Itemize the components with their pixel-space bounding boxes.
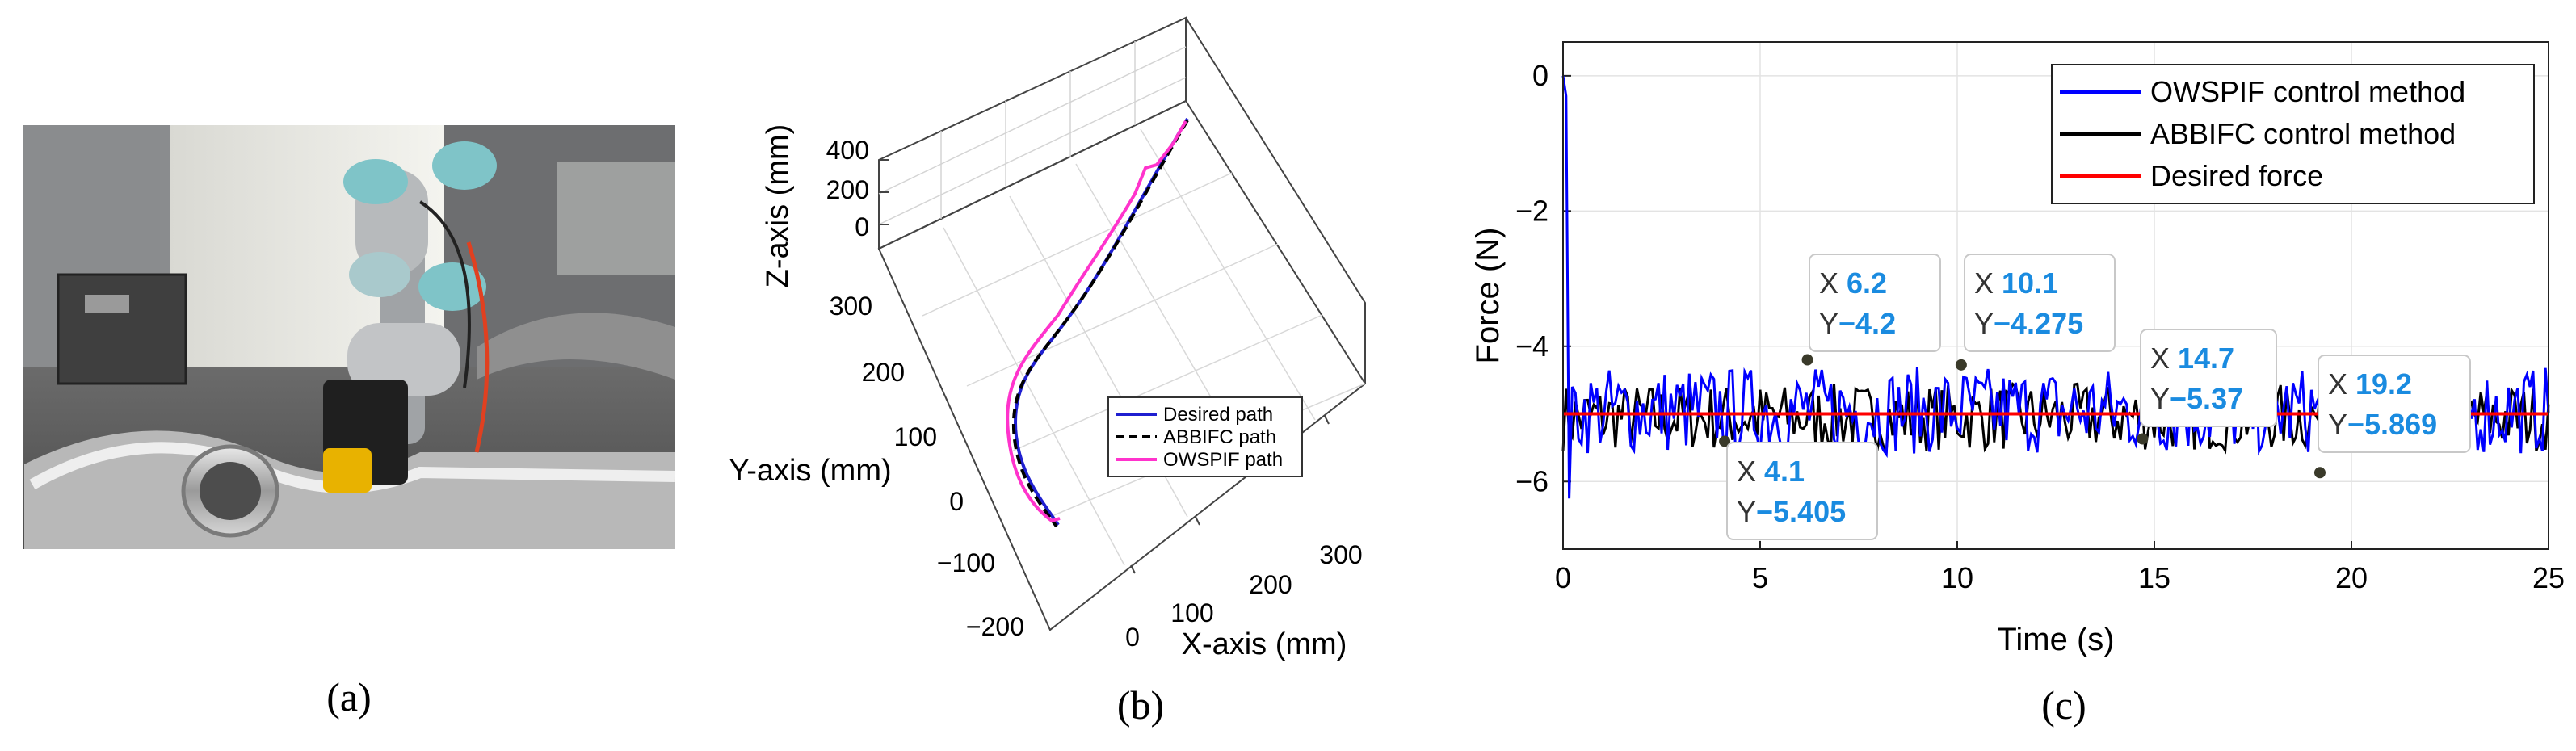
- legend-label: Desired force: [2150, 159, 2323, 192]
- x-tick-200: 200: [1249, 570, 1292, 599]
- caption-c: (c): [2041, 682, 2086, 728]
- datatip: X 10.1 Y−4.275: [1955, 254, 2116, 371]
- x-tick-label: 20: [2335, 561, 2368, 594]
- tick-labels: 0 5 10 15 20 25 0 −2 −4 −6: [1515, 59, 2565, 594]
- datatip-y: Y−5.869: [2328, 408, 2437, 441]
- box-side-wall: [1185, 17, 1366, 384]
- y-tick-200: 200: [862, 358, 905, 387]
- y-tick-neg100: −100: [937, 548, 995, 577]
- z-tick-400: 400: [826, 136, 869, 165]
- datatip-box: [1809, 254, 1941, 352]
- datatip-x: X 4.1: [1737, 455, 1805, 488]
- y-axis-label: Y-axis (mm): [729, 454, 891, 488]
- datatip-y: Y−5.405: [1737, 495, 1846, 528]
- z-tick-200: 200: [826, 175, 869, 204]
- datatip-marker: [1955, 359, 1967, 371]
- legend-b: Desired path ABBIFC path OWSPIF path: [1107, 396, 1303, 477]
- x-tick-label: 15: [2138, 561, 2170, 594]
- datatips: X 6.2 Y−4.2 X 10.1 Y−4.275 X 4.1 Y−5.405 X 14.…: [1719, 254, 2471, 540]
- x-tick-100: 100: [1170, 598, 1213, 627]
- datatip-x: X 19.2: [2328, 367, 2412, 401]
- y-tick-100: 100: [894, 422, 937, 451]
- y-tick-label: −4: [1515, 329, 1549, 363]
- x-tick-label: 5: [1752, 561, 1768, 594]
- x-tick-300: 300: [1319, 540, 1362, 569]
- y-tick-0: 0: [949, 487, 964, 516]
- z-axis-label: Z-axis (mm): [761, 124, 795, 288]
- robot-photo: [23, 125, 676, 549]
- legend-desired: Desired path: [1163, 404, 1273, 426]
- x-axis-title: Time (s): [1997, 622, 2114, 657]
- datatip-box: [2140, 329, 2277, 427]
- panel-b: Desired path ABBIFC path OWSPIF path 400…: [729, 16, 1367, 728]
- y-tick-label: 0: [1532, 59, 1549, 92]
- x-tick-0: 0: [1125, 623, 1140, 652]
- y-axis-title: Force (N): [1470, 228, 1506, 364]
- y-tick-label: −6: [1515, 464, 1549, 497]
- datatip-marker: [1719, 435, 1731, 447]
- datatip-box: [1726, 442, 1878, 540]
- datatip-y: Y−4.275: [1974, 307, 2083, 340]
- back-wall-grid: [878, 41, 1187, 225]
- x-tick-label: 10: [1941, 561, 1973, 594]
- panel-a: (a): [23, 125, 676, 720]
- datatip-box: [2318, 355, 2471, 453]
- datatip: X 14.7 Y−5.37: [2137, 329, 2277, 445]
- caption-b: (b): [1117, 682, 1164, 728]
- datatip: X 4.1 Y−5.405: [1719, 435, 1878, 540]
- z-tick-0: 0: [855, 212, 869, 241]
- legend-abbifc: ABBIFC path: [1163, 426, 1276, 448]
- y-tick-label: −2: [1515, 194, 1549, 227]
- legend-c: OWSPIF control method ABBIFC control meth…: [2051, 64, 2535, 204]
- panel-c: 0 5 10 15 20 25 0 −2 −4 −6 X 6.2 Y−4.2 X 10.1 Y−4.27…: [1470, 41, 2565, 728]
- datatip-x: X 14.7: [2150, 342, 2234, 375]
- caption-a: (a): [326, 674, 372, 720]
- datatip-marker: [1801, 354, 1813, 366]
- x-tick-label: 25: [2532, 561, 2565, 594]
- datatip-marker: [2137, 433, 2149, 445]
- y-tick-neg200: −200: [966, 612, 1024, 641]
- x-tick-label: 0: [1555, 561, 1571, 594]
- x-axis-label: X-axis (mm): [1182, 627, 1347, 661]
- datatip: X 19.2 Y−5.869: [2313, 355, 2471, 479]
- datatip: X 6.2 Y−4.2: [1801, 254, 1941, 366]
- datatip-x: X 6.2: [1819, 266, 1887, 300]
- datatip-box: [1964, 254, 2116, 352]
- datatip-y: Y−4.2: [1819, 307, 1896, 340]
- legend-label: ABBIFC control method: [2150, 117, 2456, 150]
- box-back-wall: [878, 16, 1187, 250]
- legend-label: OWSPIF control method: [2150, 75, 2465, 108]
- legend-owspif: OWSPIF path: [1163, 449, 1283, 471]
- datatip-y: Y−5.37: [2150, 382, 2243, 415]
- datatip-x: X 10.1: [1974, 266, 2058, 300]
- datatip-marker: [2313, 467, 2326, 479]
- y-tick-300: 300: [830, 292, 872, 321]
- plot-frame: [1562, 41, 2549, 550]
- path-owspif: [1006, 120, 1187, 523]
